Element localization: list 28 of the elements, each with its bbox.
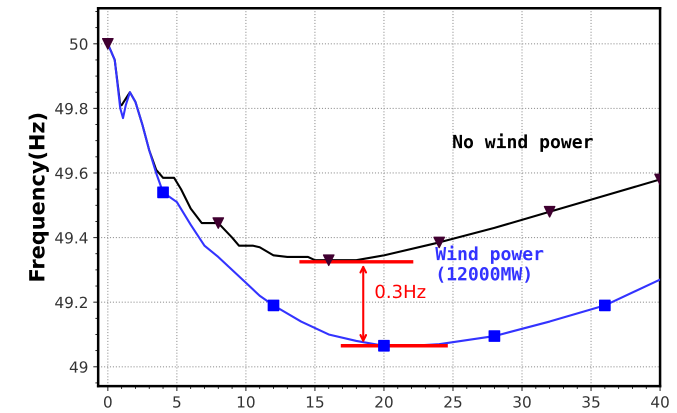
point xyxy=(322,254,335,266)
text: Wind power (12000MW) xyxy=(435,245,544,283)
x-tick-label: 25 xyxy=(444,396,462,408)
x-tick-label: 5 xyxy=(173,396,180,408)
x-tick-label: 10 xyxy=(238,396,255,408)
point xyxy=(102,38,114,50)
y-tick-label: 49.8 xyxy=(55,102,88,114)
point xyxy=(488,330,500,342)
point xyxy=(212,217,224,229)
point xyxy=(378,340,390,352)
x-tick-label: 15 xyxy=(306,396,324,408)
y-tick-label: 49.2 xyxy=(55,296,87,308)
point xyxy=(268,300,280,312)
point xyxy=(544,206,556,218)
point xyxy=(157,186,169,198)
annotation: 0.3Hz xyxy=(376,284,426,298)
y-tick-label: 49.6 xyxy=(55,167,88,180)
x-tick-label: 0 xyxy=(104,396,112,408)
x-tick-label: 35 xyxy=(582,396,600,408)
x-tick-label: 20 xyxy=(375,396,393,408)
x-tick-label: 40 xyxy=(651,396,669,408)
y-tick-label: 50 xyxy=(70,38,88,50)
point xyxy=(599,300,611,312)
x-tick-label: 30 xyxy=(513,396,531,408)
y-tick-label: 49 xyxy=(70,361,88,373)
y-tick-label: 49.4 xyxy=(55,232,88,244)
text: No wind power xyxy=(453,133,593,152)
y-axis-title: Frequency(Hz) xyxy=(28,114,49,281)
